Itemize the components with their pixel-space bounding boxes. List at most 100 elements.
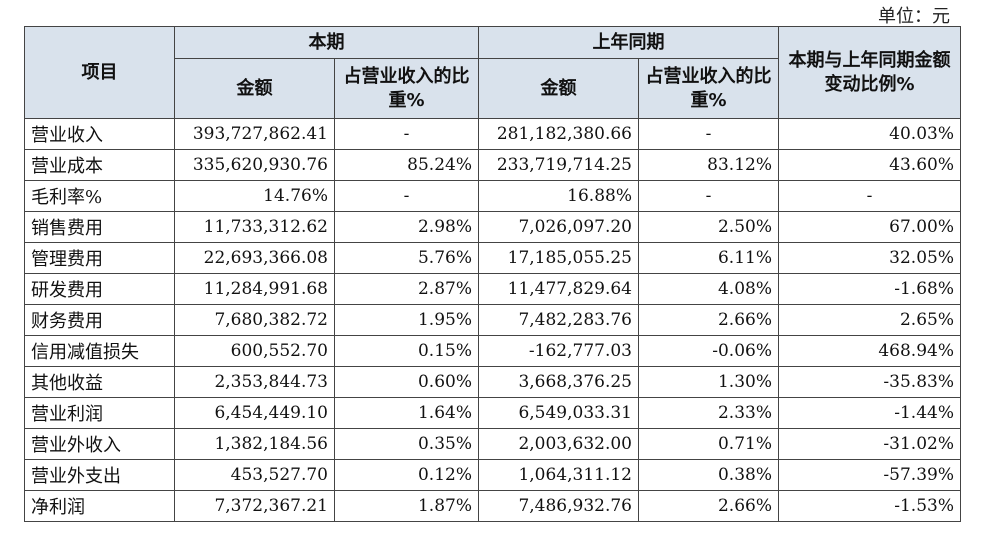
header-prior-share: 占营业收入的比重% [638, 58, 779, 119]
current-share-cell: 0.35% [334, 428, 479, 460]
row-label: 销售费用 [24, 211, 175, 243]
prior-share-cell: 2.50% [638, 211, 779, 243]
row-label: 其他收益 [24, 366, 175, 398]
current-amount-cell: 393,727,862.41 [174, 118, 335, 150]
current-share-cell: 85.24% [334, 149, 479, 181]
change-ratio-cell: -1.44% [778, 397, 961, 429]
change-ratio-cell: -31.02% [778, 428, 961, 460]
current-share-cell: 0.60% [334, 366, 479, 398]
change-ratio-cell: -1.68% [778, 273, 961, 305]
current-amount-cell: 7,680,382.72 [174, 304, 335, 336]
row-label: 营业利润 [24, 397, 175, 429]
prior-share-cell: 0.38% [638, 459, 779, 491]
change-ratio-cell: 32.05% [778, 242, 961, 274]
table-row: 营业利润 6,454,449.10 1.64% 6,549,033.31 2.33% -1… [24, 397, 961, 429]
prior-amount-cell: 7,482,283.76 [478, 304, 639, 336]
prior-share-cell: 2.33% [638, 397, 779, 429]
header-current-period: 本期 [174, 26, 479, 59]
current-amount-cell: 600,552.70 [174, 335, 335, 367]
row-label: 营业成本 [24, 149, 175, 181]
header-current-amount: 金额 [174, 58, 335, 119]
prior-share-cell: 6.11% [638, 242, 779, 274]
current-amount-cell: 453,527.70 [174, 459, 335, 491]
header-prior-period: 上年同期 [478, 26, 779, 59]
prior-amount-cell: 3,668,376.25 [478, 366, 639, 398]
table-row: 营业成本 335,620,930.76 85.24% 233,719,714.25 83… [24, 149, 961, 181]
prior-amount-cell: 7,486,932.76 [478, 490, 639, 522]
prior-amount-cell: 7,026,097.20 [478, 211, 639, 243]
prior-amount-cell: 11,477,829.64 [478, 273, 639, 305]
row-label: 营业外收入 [24, 428, 175, 460]
row-label: 财务费用 [24, 304, 175, 336]
prior-share-cell: 4.08% [638, 273, 779, 305]
change-ratio-cell: -35.83% [778, 366, 961, 398]
table-row: 管理费用 22,693,366.08 5.76% 17,185,055.25 6.11%… [24, 242, 961, 274]
prior-share-cell: -0.06% [638, 335, 779, 367]
table-row: 其他收益 2,353,844.73 0.60% 3,668,376.25 1.30% -3… [24, 366, 961, 398]
prior-share-cell: - [638, 180, 779, 212]
financial-table: 项目 本期 上年同期 本期与上年同期金额变动比例% 金额 占营业收入的比重% 金… [24, 26, 961, 522]
current-share-cell: 2.87% [334, 273, 479, 305]
current-amount-cell: 7,372,367.21 [174, 490, 335, 522]
prior-share-cell: - [638, 118, 779, 150]
current-share-cell: - [334, 118, 479, 150]
current-share-cell: 1.64% [334, 397, 479, 429]
header-item: 项目 [24, 26, 175, 119]
current-amount-cell: 14.76% [174, 180, 335, 212]
change-ratio-cell: 40.03% [778, 118, 961, 150]
row-label: 营业外支出 [24, 459, 175, 491]
prior-amount-cell: -162,777.03 [478, 335, 639, 367]
prior-share-cell: 2.66% [638, 490, 779, 522]
table-row: 研发费用 11,284,991.68 2.87% 11,477,829.64 4.08%… [24, 273, 961, 305]
prior-amount-cell: 16.88% [478, 180, 639, 212]
prior-amount-cell: 2,003,632.00 [478, 428, 639, 460]
prior-amount-cell: 17,185,055.25 [478, 242, 639, 274]
current-share-cell: 0.12% [334, 459, 479, 491]
table-row: 营业外收入 1,382,184.56 0.35% 2,003,632.00 0.71% -… [24, 428, 961, 460]
change-ratio-cell: -1.53% [778, 490, 961, 522]
current-share-cell: 0.15% [334, 335, 479, 367]
prior-amount-cell: 6,549,033.31 [478, 397, 639, 429]
table-body: 营业收入 393,727,862.41-281,182,380.66-40.03%… [24, 118, 961, 522]
header-change-ratio: 本期与上年同期金额变动比例% [778, 26, 961, 119]
current-amount-cell: 11,284,991.68 [174, 273, 335, 305]
unit-label: 单位：元 [878, 6, 950, 27]
prior-amount-cell: 1,064,311.12 [478, 459, 639, 491]
change-ratio-cell: 43.60% [778, 149, 961, 181]
prior-share-cell: 83.12% [638, 149, 779, 181]
table-row: 营业外支出 453,527.70 0.12% 1,064,311.12 0.38% -57… [24, 459, 961, 491]
prior-share-cell: 2.66% [638, 304, 779, 336]
table-row: 毛利率% 14.76% -16.88% - - [24, 180, 961, 212]
row-label: 毛利率% [24, 180, 175, 212]
prior-amount-cell: 233,719,714.25 [478, 149, 639, 181]
change-ratio-cell: - [778, 180, 961, 212]
row-label: 管理费用 [24, 242, 175, 274]
prior-share-cell: 1.30% [638, 366, 779, 398]
current-share-cell: 1.87% [334, 490, 479, 522]
current-share-cell: - [334, 180, 479, 212]
current-amount-cell: 335,620,930.76 [174, 149, 335, 181]
row-label: 信用减值损失 [24, 335, 175, 367]
change-ratio-cell: 468.94% [778, 335, 961, 367]
row-label: 营业收入 [24, 118, 175, 150]
row-label: 研发费用 [24, 273, 175, 305]
current-amount-cell: 2,353,844.73 [174, 366, 335, 398]
current-amount-cell: 22,693,366.08 [174, 242, 335, 274]
current-amount-cell: 6,454,449.10 [174, 397, 335, 429]
table-header: 项目 本期 上年同期 本期与上年同期金额变动比例% 金额 占营业收入的比重% 金… [24, 26, 961, 119]
table-row: 营业收入 393,727,862.41-281,182,380.66-40.03% [24, 118, 961, 150]
change-ratio-cell: 2.65% [778, 304, 961, 336]
current-share-cell: 5.76% [334, 242, 479, 274]
header-prior-amount: 金额 [478, 58, 639, 119]
prior-share-cell: 0.71% [638, 428, 779, 460]
current-share-cell: 2.98% [334, 211, 479, 243]
current-amount-cell: 1,382,184.56 [174, 428, 335, 460]
change-ratio-cell: -57.39% [778, 459, 961, 491]
current-share-cell: 1.95% [334, 304, 479, 336]
table-row: 财务费用 7,680,382.72 1.95% 7,482,283.76 2.66% 2.… [24, 304, 961, 336]
row-label: 净利润 [24, 490, 175, 522]
current-amount-cell: 11,733,312.62 [174, 211, 335, 243]
prior-amount-cell: 281,182,380.66 [478, 118, 639, 150]
header-current-share: 占营业收入的比重% [334, 58, 479, 119]
table-row: 净利润 7,372,367.21 1.87% 7,486,932.76 2.66% -1.… [24, 490, 961, 522]
